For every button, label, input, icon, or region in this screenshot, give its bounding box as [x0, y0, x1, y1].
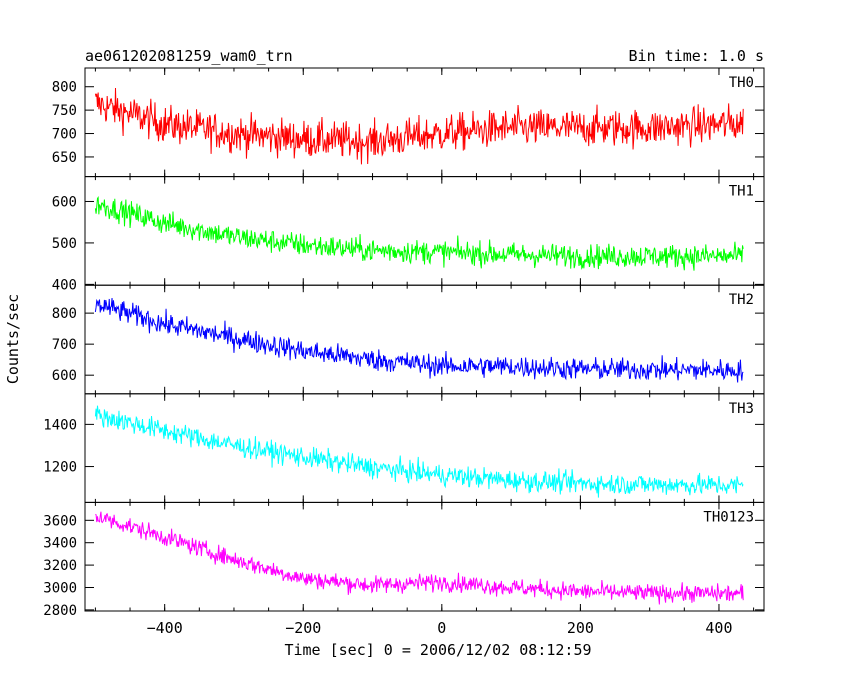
y-tick-label: 600	[52, 194, 77, 210]
y-tick-label: 600	[52, 368, 77, 384]
panel-frame	[84, 501, 765, 612]
x-axis: −400 −200 0 200 400	[147, 619, 733, 637]
y-tick-label: 3200	[43, 558, 77, 574]
panel-frame	[84, 284, 765, 395]
x-tick-label: −400	[147, 619, 183, 637]
panel-th0123: 2800 3000 3200 3400 3600 TH0123	[43, 501, 765, 619]
y-tick-label: 1200	[43, 460, 77, 476]
panel-th2: 600 700 800 TH2	[52, 284, 765, 395]
x-tick-label: 0	[437, 619, 446, 637]
y-tick-label: 500	[52, 236, 77, 252]
x-tick-label: 200	[567, 619, 594, 637]
x-tick-label: 400	[705, 619, 732, 637]
y-tick-label: 700	[52, 337, 77, 353]
y-tick-label: 400	[52, 277, 77, 293]
panel-label-th0123: TH0123	[703, 509, 754, 525]
panel-th0: 650 700 750 800 TH0	[52, 67, 765, 178]
panel-label-th3: TH3	[729, 401, 754, 417]
panel-label-th1: TH1	[729, 184, 754, 200]
panel-label-th0: TH0	[729, 75, 754, 91]
series-line-th0123	[95, 511, 744, 605]
y-tick-label: 750	[52, 103, 77, 119]
x-tick-label: −200	[285, 619, 321, 637]
panel-th1: 400 500 600 TH1	[52, 176, 765, 293]
series-line-th2	[94, 297, 744, 383]
bin-time-label: Bin time: 1.0 s	[629, 47, 764, 65]
series-line-th1	[94, 196, 744, 271]
y-axis-label: Counts/sec	[4, 294, 22, 384]
y-tick-label: 1400	[43, 417, 77, 433]
y-tick-label: 800	[52, 306, 77, 322]
x-axis-label: Time [sec] 0 = 2006/12/02 08:12:59	[284, 641, 591, 659]
series-line-th0	[94, 87, 744, 165]
y-tick-label: 3000	[43, 580, 77, 596]
y-tick-label: 2800	[43, 603, 77, 619]
panels: 650 700 750 800 TH0 400 500 600 TH1 600 700 800 TH2 1…	[43, 67, 765, 619]
panel-label-th2: TH2	[729, 292, 754, 308]
series-line-th3	[94, 405, 744, 498]
y-tick-label: 3600	[43, 513, 77, 529]
panel-th3: 1200 1400 TH3	[43, 393, 765, 503]
y-tick-label: 800	[52, 80, 77, 96]
y-tick-label: 650	[52, 150, 77, 166]
y-tick-label: 3400	[43, 536, 77, 552]
y-tick-label: 700	[52, 127, 77, 143]
chart-title: ae061202081259_wam0_trn	[85, 47, 293, 65]
